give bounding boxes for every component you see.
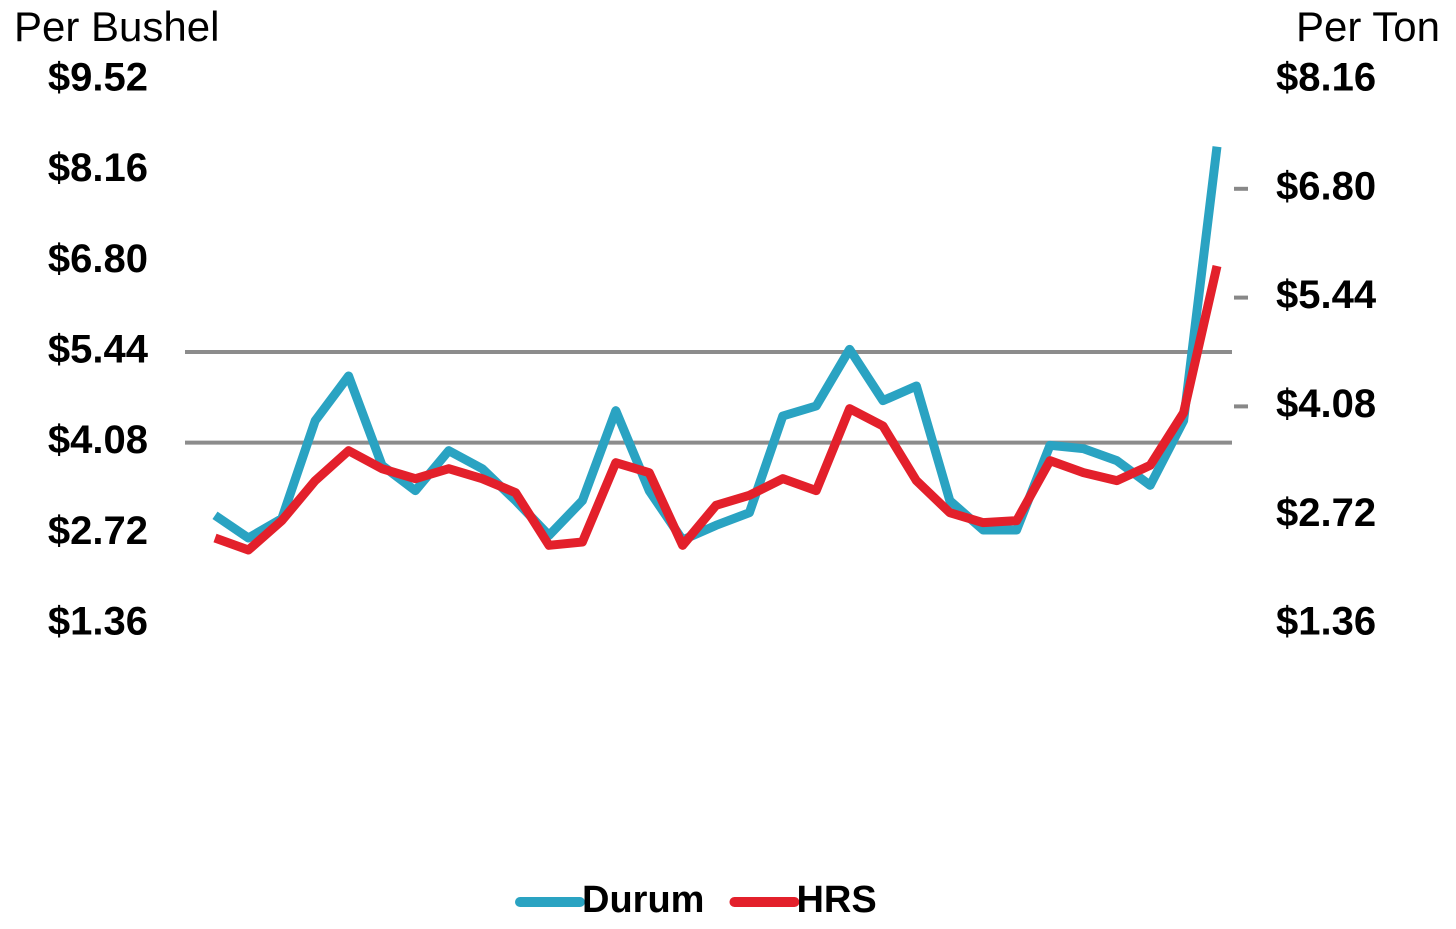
legend-label: Durum <box>582 879 704 921</box>
y-tick-label: $2.72 <box>48 509 148 553</box>
legend-label: HRS <box>796 879 876 921</box>
y2-tick-label: $8.16 <box>1276 56 1376 100</box>
y-tick-label: $6.80 <box>48 237 148 281</box>
y-tick-label: $9.52 <box>48 56 148 100</box>
y2-axis-title: Per Ton <box>1296 3 1440 50</box>
y-tick-label: $4.08 <box>48 418 148 462</box>
y-tick-label: $8.16 <box>48 146 148 190</box>
y-tick-label: $5.44 <box>48 328 149 372</box>
y2-tick-label: $6.80 <box>1276 164 1376 208</box>
y2-tick-label: $2.72 <box>1276 491 1376 535</box>
y2-tick-label: $5.44 <box>1276 273 1377 317</box>
y-tick-label: $1.36 <box>48 600 148 644</box>
y-axis-title: Per Bushel <box>14 3 219 50</box>
y2-tick-label: $1.36 <box>1276 600 1376 644</box>
line-series <box>212 146 1222 545</box>
line-series <box>213 265 1222 555</box>
y2-tick-label: $4.08 <box>1276 382 1376 426</box>
